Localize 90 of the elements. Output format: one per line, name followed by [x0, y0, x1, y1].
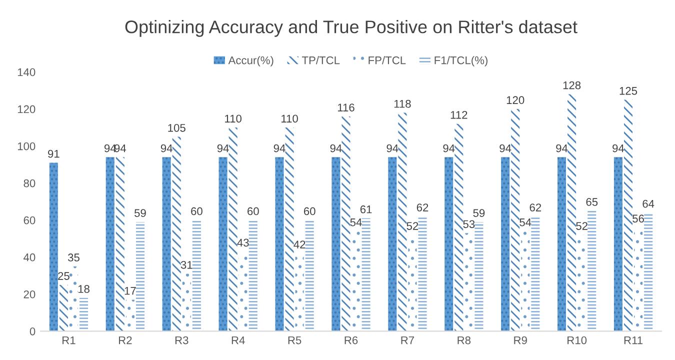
y-tick-label: 120	[18, 105, 36, 114]
bar	[49, 162, 58, 332]
data-label: 61	[360, 205, 372, 214]
data-label: 94	[217, 144, 229, 152]
data-label: 59	[134, 209, 146, 217]
data-label: 116	[338, 104, 354, 112]
data-label: 53	[463, 220, 475, 228]
data-label: 105	[168, 124, 186, 132]
x-tick-label: R5	[288, 336, 302, 344]
bar	[454, 124, 464, 332]
data-label: 17	[124, 287, 136, 295]
data-label: 35	[68, 254, 80, 262]
data-label: 91	[48, 150, 60, 158]
bar	[106, 157, 114, 332]
data-label: 94	[386, 144, 398, 152]
data-label: 94	[274, 144, 286, 152]
data-label: 94	[612, 144, 624, 152]
legend-label: F1/TCL(%)	[434, 56, 488, 66]
bar	[558, 157, 566, 332]
data-label: 94	[556, 144, 568, 152]
data-label: 118	[394, 100, 411, 108]
bar	[501, 157, 510, 332]
y-tick-label: 40	[24, 253, 36, 262]
y-tick-label: 140	[18, 68, 36, 76]
data-label: 110	[225, 114, 242, 123]
x-tick-label: R8	[458, 336, 471, 344]
bar	[116, 157, 124, 332]
data-label: 94	[160, 144, 172, 152]
bar	[172, 136, 181, 332]
data-label: 54	[350, 218, 362, 226]
y-tick-label: 20	[24, 290, 36, 298]
data-label: 62	[416, 204, 428, 212]
data-label: 94	[330, 144, 342, 152]
data-label: 52	[406, 222, 418, 230]
bar	[398, 112, 407, 332]
x-tick-label: R2	[118, 336, 132, 344]
data-label: 94	[104, 144, 116, 152]
data-label: 64	[642, 200, 654, 208]
data-label: 120	[506, 96, 524, 104]
bar	[342, 116, 350, 332]
x-tick-label: R3	[175, 336, 188, 344]
data-label: 54	[520, 218, 532, 226]
data-label: 94	[500, 144, 512, 152]
y-tick-label: 0	[30, 327, 36, 336]
data-label: 25	[58, 272, 70, 280]
legend-label: TP/TCL	[302, 56, 340, 64]
data-label: 42	[294, 240, 306, 248]
bar	[275, 157, 284, 332]
bar	[218, 157, 228, 332]
data-label: 59	[473, 209, 485, 217]
x-tick-label: R9	[514, 336, 527, 344]
bar	[285, 128, 294, 332]
bar	[332, 157, 340, 332]
data-label: 52	[576, 222, 588, 230]
y-tick-label: 100	[18, 142, 36, 150]
legend-label: FP/TCL	[368, 56, 406, 64]
bar	[511, 109, 520, 332]
bar	[59, 284, 68, 332]
x-tick-label: R1	[62, 336, 76, 344]
bar	[624, 100, 633, 332]
y-tick-label: 60	[24, 216, 36, 224]
y-tick-label: 80	[24, 179, 36, 188]
data-label: 94	[114, 144, 126, 152]
legend-label: Accur(%)	[228, 56, 274, 66]
x-tick-label: R7	[401, 336, 414, 344]
bar	[444, 157, 454, 332]
data-label: 62	[530, 204, 542, 212]
bar	[388, 157, 397, 332]
x-tick-label: R6	[344, 336, 358, 344]
data-label: 60	[191, 207, 202, 216]
data-label: 65	[586, 198, 598, 206]
data-label: 60	[304, 207, 316, 216]
data-label: 60	[248, 207, 259, 216]
data-label: 31	[180, 260, 192, 269]
x-tick-label: R11	[624, 336, 643, 344]
data-label: 128	[563, 81, 581, 90]
data-label: 110	[282, 114, 298, 123]
data-label: 43	[237, 238, 249, 247]
data-label: 18	[78, 285, 90, 293]
bar	[614, 157, 622, 332]
data-label: 94	[443, 144, 455, 152]
chart-title: Optinizing Accuracy and True Positive on Ritter's dataset	[125, 20, 578, 37]
bar	[228, 128, 238, 332]
data-label: 56	[632, 214, 644, 223]
bar	[162, 157, 171, 332]
bar	[568, 94, 576, 332]
data-label: 112	[450, 111, 468, 119]
data-label: 125	[620, 86, 638, 95]
x-tick-label: R4	[232, 336, 245, 344]
x-tick-label: R10	[568, 336, 587, 344]
